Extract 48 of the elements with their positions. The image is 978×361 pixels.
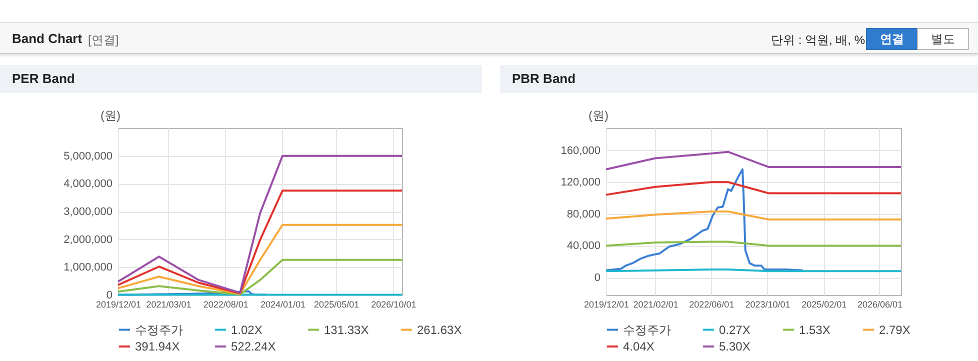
text: 별도: [917, 28, 969, 50]
x-tick-label: 2022/08/01: [203, 300, 248, 310]
text: Band Chart: [12, 31, 82, 46]
legend-label: 131.33X: [324, 322, 369, 337]
y-tick-label: 80,000: [566, 208, 600, 220]
legend-label: 391.94X: [135, 340, 180, 354]
x-tick-label: 2026/10/01: [371, 300, 416, 310]
y-tick-label: 40,000: [566, 240, 600, 252]
y-tick-label: 4,000,000: [64, 178, 112, 190]
line-series: [605, 210, 902, 220]
legend-label: 5.30X: [719, 340, 750, 354]
y-tick-label: 120,000: [560, 176, 600, 189]
x-tick-label: 2025/02/01: [802, 300, 847, 310]
legend-label: 2.79X: [879, 322, 910, 337]
y-tick-label: 3,000,000: [64, 206, 112, 218]
line-series: [605, 168, 804, 272]
legend-label: 522.24X: [231, 340, 276, 354]
legend-label: 0.27X: [719, 322, 750, 337]
x-tick-label: 2026/06/01: [857, 300, 902, 310]
x-tick-label: 2021/02/01: [633, 300, 678, 310]
y-tick-label: 2,000,000: [64, 234, 112, 246]
legend-label: 261.63X: [417, 322, 462, 337]
line-series: [605, 150, 902, 170]
y-tick-label: 160,000: [560, 144, 600, 157]
y-axis-title: (원): [588, 108, 608, 122]
y-tick-label: 0: [594, 272, 600, 284]
x-tick-label: 2023/10/01: [745, 300, 790, 310]
legend-label: 1.02X: [231, 322, 262, 337]
legend-label: 수정주가: [623, 322, 671, 337]
line-series: [605, 181, 902, 196]
x-tick-label: 2021/03/01: [146, 300, 192, 310]
chart-title: PER Band: [0, 65, 482, 93]
legend-label: 수정주가: [135, 322, 183, 337]
text: 단위 : 억원, 배, %: [770, 32, 865, 49]
legend-label: 1.53X: [799, 322, 830, 337]
y-tick-label: 1,000,000: [64, 262, 112, 274]
chart-title: PBR Band: [500, 65, 978, 93]
x-tick-label: 2022/06/01: [689, 300, 734, 310]
y-axis-title: (원): [100, 108, 120, 122]
text: [연결]: [88, 32, 119, 49]
x-tick-label: 2024/01/01: [260, 300, 306, 310]
text: 연결: [866, 28, 918, 50]
y-tick-label: 0: [106, 290, 112, 302]
legend-label: 4.04X: [623, 340, 654, 354]
x-tick-label: 2025/05/01: [314, 300, 360, 310]
x-tick-label: 2019/12/01: [584, 300, 630, 310]
y-tick-label: 5,000,000: [64, 150, 112, 162]
x-tick-label: 2019/12/01: [96, 300, 142, 310]
